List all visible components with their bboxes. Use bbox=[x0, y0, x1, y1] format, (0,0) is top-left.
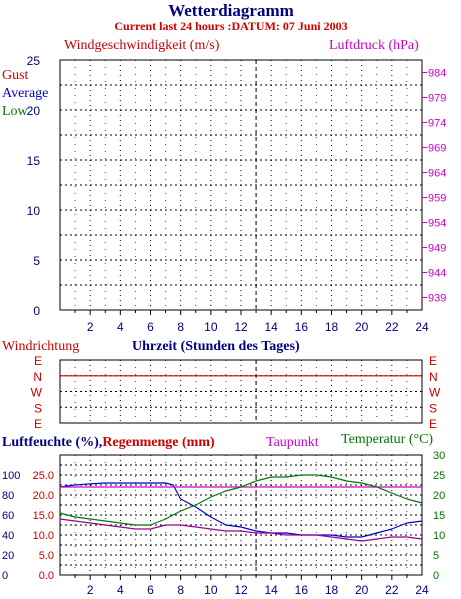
pressure-tick-label: 969 bbox=[428, 143, 446, 155]
temperature-tick-label: 10 bbox=[433, 530, 445, 542]
direction-left-label: E bbox=[34, 354, 42, 368]
direction-right-label: N bbox=[429, 370, 438, 384]
rain-tick-label: 20.0 bbox=[33, 490, 54, 502]
pressure-tick-label: 984 bbox=[428, 68, 446, 80]
wind-ytick-label: 20 bbox=[27, 104, 41, 118]
bottom-xtick-label: 2 bbox=[87, 583, 94, 597]
dewpoint-title: Taupunkt bbox=[266, 435, 319, 450]
rain-tick-label: 25.0 bbox=[33, 470, 54, 482]
temperature-tick-label: 15 bbox=[433, 510, 445, 522]
rain-title-text: Regenmenge (mm) bbox=[102, 435, 215, 450]
direction-left-label: E bbox=[34, 417, 42, 431]
wind-ytick-label: 25 bbox=[27, 54, 41, 68]
direction-right-label: E bbox=[429, 417, 437, 431]
pressure-tick-label: 939 bbox=[428, 293, 446, 305]
humidity-tick-label: 60 bbox=[2, 510, 14, 522]
direction-left-label: S bbox=[34, 401, 42, 415]
time-axis-label: Uhrzeit (Stunden des Tages) bbox=[132, 339, 300, 354]
temperature-title-close: ) bbox=[428, 432, 433, 447]
wind-xtick-label: 10 bbox=[204, 320, 218, 334]
bottom-xtick-label: 18 bbox=[325, 583, 339, 597]
humidity-tick-label: 40 bbox=[2, 530, 14, 542]
bottom-xtick-label: 12 bbox=[234, 583, 248, 597]
pressure-tick-label: 974 bbox=[428, 118, 446, 130]
wind-ytick-label: 10 bbox=[27, 204, 41, 218]
direction-left-label: W bbox=[31, 386, 43, 400]
bottom-xtick-label: 4 bbox=[117, 583, 124, 597]
temperature-tick-label: 25 bbox=[433, 470, 445, 482]
wind-xtick-label: 22 bbox=[385, 320, 399, 334]
bottom-xtick-label: 20 bbox=[355, 583, 369, 597]
series-line-0 bbox=[59, 482, 423, 538]
pressure-tick-label: 944 bbox=[428, 268, 446, 280]
wind-xtick-label: 24 bbox=[415, 320, 429, 334]
wind-xtick-label: 8 bbox=[177, 320, 184, 334]
wind-ytick-label: 0 bbox=[33, 304, 40, 318]
humidity-tick-label: 100 bbox=[2, 470, 20, 482]
temperature-title-text: Temperatur ( bbox=[341, 432, 414, 447]
direction-right-label: E bbox=[429, 354, 437, 368]
wind-ytick-label: 5 bbox=[33, 254, 40, 268]
direction-panel-frame bbox=[59, 359, 423, 424]
pressure-tick-label: 959 bbox=[428, 193, 446, 205]
direction-left-label: N bbox=[33, 370, 42, 384]
temperature-tick-label: 20 bbox=[433, 490, 445, 502]
rain-tick-label: 5.0 bbox=[39, 550, 54, 562]
series-line-3 bbox=[59, 518, 423, 542]
pressure-tick-label: 964 bbox=[428, 168, 446, 180]
pressure-tick-label: 954 bbox=[428, 218, 446, 230]
temperature-tick-label: 5 bbox=[433, 550, 439, 562]
wind-direction-panel: E EN NW WS SE E bbox=[31, 354, 441, 431]
rain-tick-label: 15.0 bbox=[33, 510, 54, 522]
temperature-tick-label: 0 bbox=[433, 570, 439, 582]
bottom-xtick-label: 10 bbox=[204, 583, 218, 597]
wind-speed-panel: 0 5 10 15 20 25 939 944 949 954 959 964 969 974 979 984… bbox=[27, 54, 447, 334]
temperature-unit: °C bbox=[413, 432, 428, 447]
humidity-tick-label: 20 bbox=[2, 550, 14, 562]
humidity-title: Luftfeuchte (%),Regenmenge (mm) bbox=[2, 435, 215, 450]
humidity-tick-label: 0 bbox=[2, 570, 8, 582]
temperature-title: Temperatur (°C) bbox=[341, 432, 433, 447]
bottom-xtick-label: 16 bbox=[295, 583, 309, 597]
chart-title: Wetterdiagramm bbox=[168, 1, 294, 20]
wind-xtick-label: 16 bbox=[295, 320, 309, 334]
bottom-xtick-label: 8 bbox=[177, 583, 184, 597]
temperature-tick-label: 30 bbox=[433, 450, 445, 462]
series-line-2 bbox=[59, 474, 423, 526]
humidity-temperature-panel: 0 20 40 60 80 100 0.0 5.0 10.0 15.0 20.0 25.0 0 5 10 15… bbox=[2, 450, 445, 597]
wind-xtick-label: 2 bbox=[87, 320, 94, 334]
humidity-tick-label: 80 bbox=[2, 490, 14, 502]
wind-xtick-label: 6 bbox=[147, 320, 154, 334]
wind-xtick-label: 14 bbox=[264, 320, 278, 334]
direction-right-label: S bbox=[429, 401, 437, 415]
rain-tick-label: 0.0 bbox=[39, 570, 54, 582]
rain-tick-label: 10.0 bbox=[33, 530, 54, 542]
pressure-tick-label: 979 bbox=[428, 93, 446, 105]
bottom-xtick-label: 24 bbox=[415, 583, 429, 597]
chart-subtitle: Current last 24 hours :DATUM: 07 Juni 20… bbox=[114, 19, 347, 33]
legend-gust: Gust bbox=[2, 68, 29, 83]
direction-right-label: W bbox=[429, 386, 441, 400]
wind-direction-title: Windrichtung bbox=[2, 339, 79, 354]
wind-xtick-label: 4 bbox=[117, 320, 124, 334]
bottom-xtick-label: 6 bbox=[147, 583, 154, 597]
wind-xtick-label: 18 bbox=[325, 320, 339, 334]
wind-xtick-label: 12 bbox=[234, 320, 248, 334]
bottom-xtick-label: 22 bbox=[385, 583, 399, 597]
pressure-title: Luftdruck (hPa) bbox=[329, 38, 419, 53]
humidity-title-text: Luftfeuchte (%), bbox=[2, 435, 102, 450]
legend-low: Low bbox=[2, 104, 29, 119]
legend-average: Average bbox=[2, 86, 48, 101]
wind-ytick-label: 15 bbox=[27, 154, 41, 168]
bottom-xtick-label: 14 bbox=[264, 583, 278, 597]
pressure-tick-label: 949 bbox=[428, 243, 446, 255]
wind-xtick-label: 20 bbox=[355, 320, 369, 334]
wind-speed-title: Windgeschwindigkeit (m/s) bbox=[64, 38, 220, 53]
